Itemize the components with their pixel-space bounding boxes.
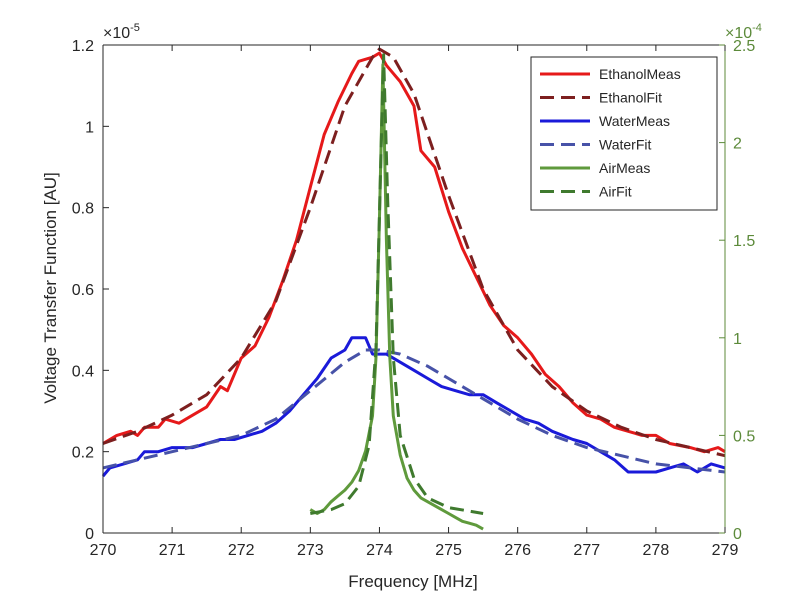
x-tick-label: 273	[297, 542, 324, 559]
legend-box	[530, 56, 718, 211]
y-left-tick-label: 1	[85, 119, 94, 136]
right-exponent-power: -4	[752, 22, 762, 34]
y-right-tick-label: 2.5	[733, 38, 755, 55]
plot-area	[101, 47, 726, 531]
legend-label: EthanolMeas	[599, 66, 681, 82]
legend-label: AirFit	[599, 184, 632, 200]
right-exponent-base: ×10	[725, 25, 752, 42]
legend-label: EthanolFit	[599, 90, 662, 106]
x-tick-label: 271	[159, 542, 186, 559]
x-tick-label: 276	[504, 542, 531, 559]
x-tick-label: 277	[573, 542, 600, 559]
series-line-airfit	[310, 53, 484, 515]
y-left-tick-label: 0.2	[72, 445, 94, 462]
axes: 270 271 272 273 274 275 276 277 278 27900.20.40.6…	[72, 38, 756, 559]
x-tick-label: 278	[643, 542, 670, 559]
y-left-tick-label: 0.4	[72, 363, 94, 380]
x-tick-label: 279	[712, 542, 739, 559]
y-axis-title: Voltage Transfer Function [AU]	[41, 172, 60, 404]
y-right-tick-label: 1.5	[733, 233, 755, 250]
right-axis-exponent: ×10-4	[725, 22, 762, 42]
left-exponent-power: -5	[130, 22, 140, 34]
legend-label: AirMeas	[599, 160, 650, 176]
series-line-ethanolmeas	[102, 51, 726, 454]
x-tick-label: 270	[90, 542, 117, 559]
legend: EthanolMeas EthanolFit WaterMeas WaterFit Ai…	[530, 56, 718, 211]
y-right-tick-label: 0.5	[733, 428, 755, 445]
legend-label: WaterMeas	[599, 113, 670, 129]
series-line-waterfit	[102, 348, 726, 474]
y-right-tick-label: 1	[733, 331, 742, 348]
series-line-ethanolfit	[102, 47, 726, 458]
y-left-tick-label: 0.8	[72, 201, 94, 218]
series-line-airmeas	[309, 63, 484, 531]
y-left-tick-label: 0	[85, 526, 94, 543]
x-axis-title: Frequency [MHz]	[348, 572, 477, 591]
series-line-watermeas	[101, 336, 726, 478]
y-right-tick-label: 2	[733, 136, 742, 153]
legend-label: WaterFit	[599, 137, 651, 153]
x-tick-label: 275	[435, 542, 462, 559]
y-left-tick-label: 0.6	[72, 282, 94, 299]
x-tick-label: 274	[366, 542, 393, 559]
y-right-tick-label: 0	[733, 526, 742, 543]
left-axis-exponent: ×10-5	[103, 22, 140, 42]
left-exponent-base: ×10	[103, 25, 130, 42]
y-left-tick-label: 1.2	[72, 38, 94, 55]
x-tick-label: 272	[228, 542, 255, 559]
